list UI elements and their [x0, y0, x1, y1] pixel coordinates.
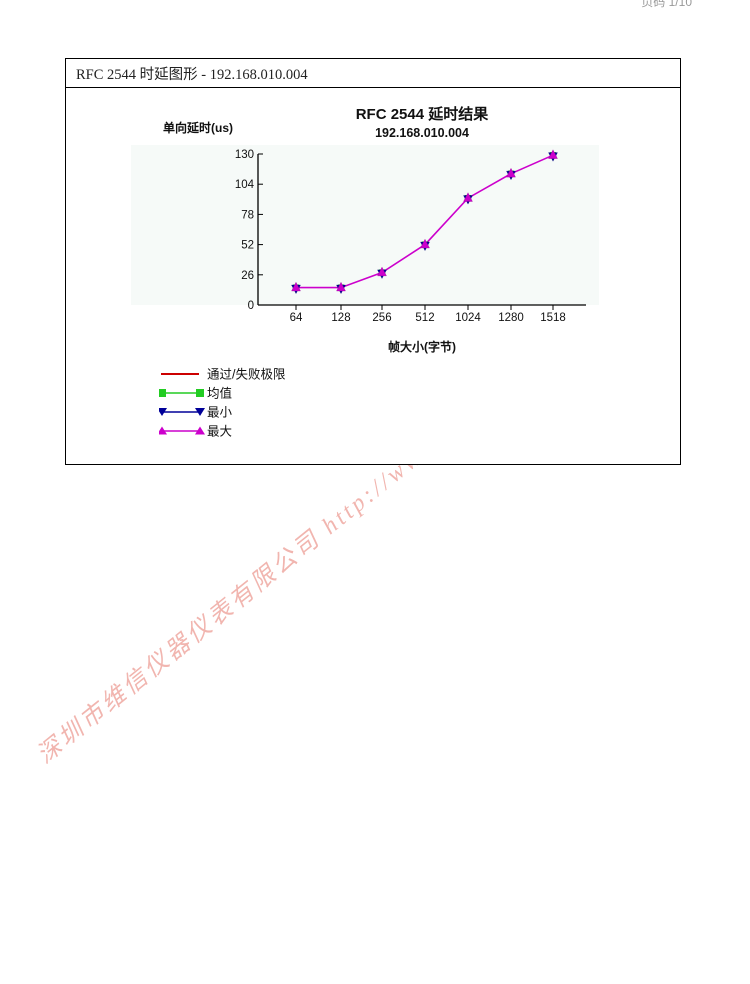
- svg-text:512: 512: [415, 312, 434, 324]
- svg-text:64: 64: [290, 312, 303, 324]
- svg-text:最大: 最大: [207, 425, 232, 439]
- svg-text:0: 0: [248, 300, 254, 312]
- svg-text:128: 128: [331, 312, 350, 324]
- svg-text:通过/失败极限: 通过/失败极限: [207, 367, 286, 382]
- svg-text:1518: 1518: [540, 312, 566, 324]
- svg-text:1024: 1024: [455, 312, 481, 324]
- svg-text:1280: 1280: [498, 312, 524, 324]
- svg-text:26: 26: [241, 270, 254, 282]
- svg-text:104: 104: [235, 179, 255, 191]
- svg-text:最小: 最小: [207, 406, 233, 420]
- svg-text:均值: 均值: [207, 386, 232, 401]
- svg-text:78: 78: [241, 209, 254, 221]
- svg-text:130: 130: [235, 149, 254, 161]
- svg-text:256: 256: [372, 312, 391, 324]
- svg-text:52: 52: [241, 240, 254, 252]
